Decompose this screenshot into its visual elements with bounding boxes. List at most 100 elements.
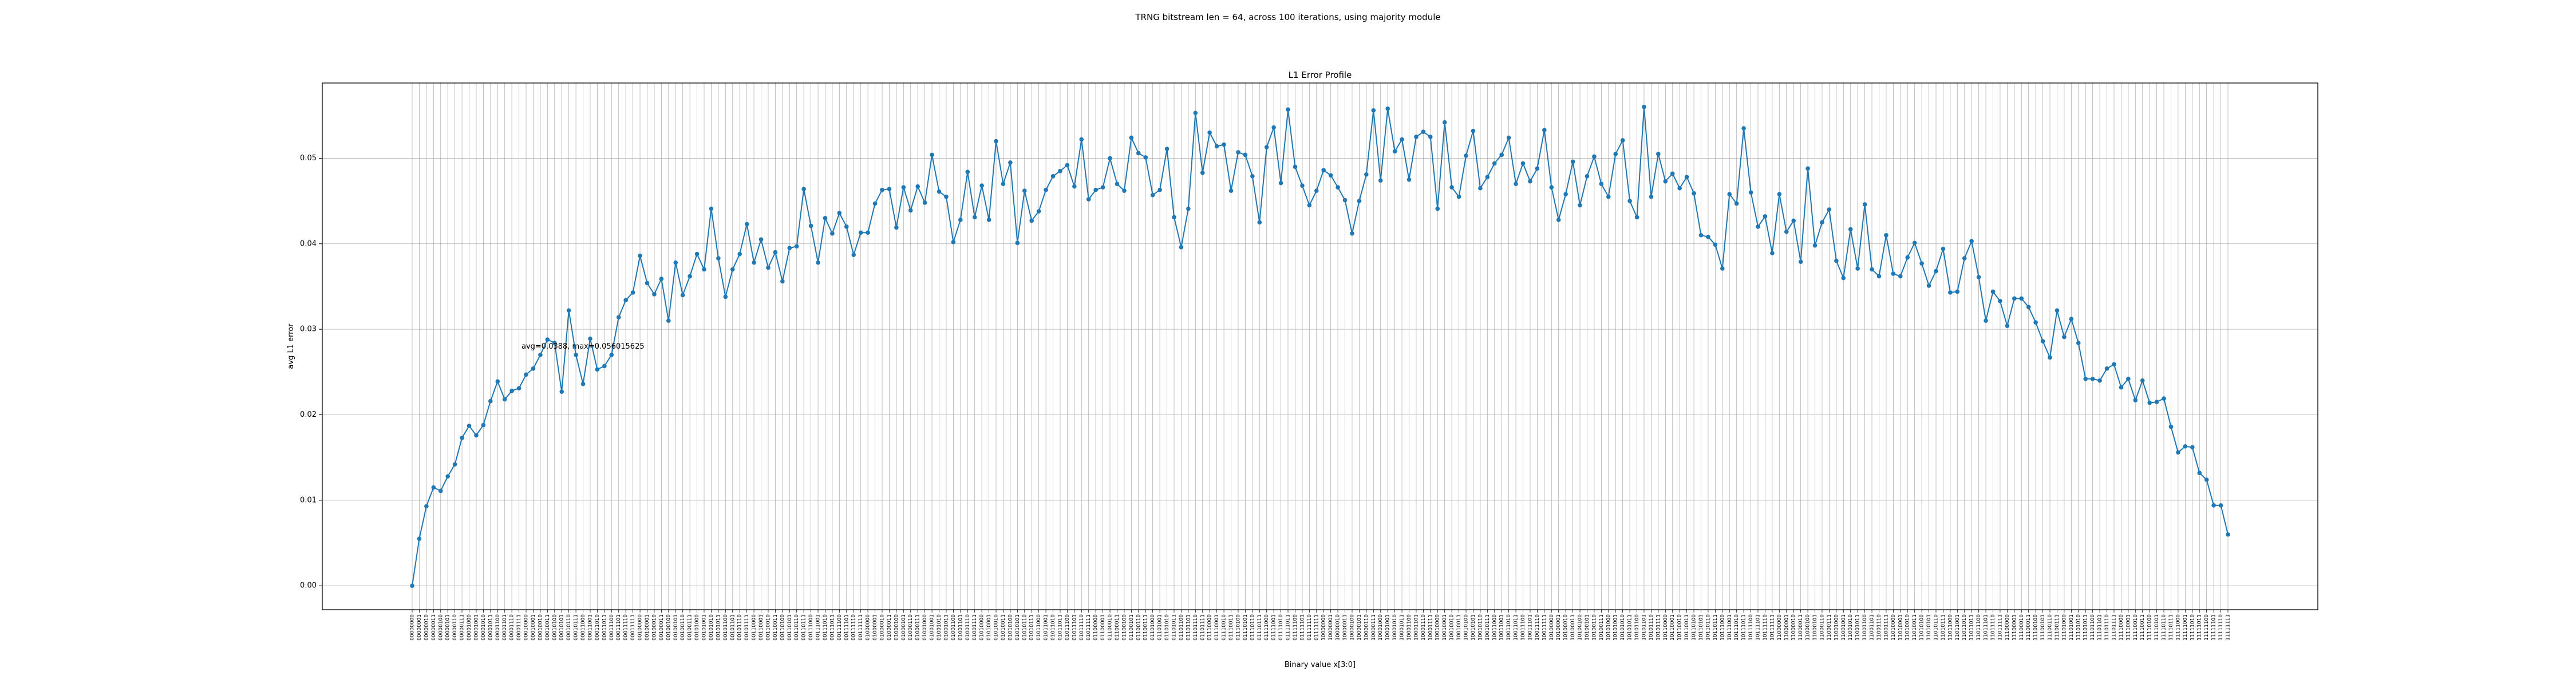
x-tick-label: 10100111 — [1599, 614, 1605, 641]
data-point — [1841, 275, 1846, 281]
data-point — [467, 424, 472, 428]
data-point — [2176, 450, 2180, 455]
data-point — [638, 253, 642, 258]
data-point — [1969, 239, 1974, 244]
x-tick-label: 11001011 — [1855, 614, 1861, 641]
data-point — [1065, 163, 1070, 168]
y-axis-label: avg L1 error — [287, 323, 295, 369]
x-tick-label: 10010110 — [1477, 614, 1483, 641]
data-point — [1456, 194, 1461, 199]
x-tick-label: 00111111 — [858, 614, 864, 641]
data-point — [844, 224, 849, 229]
data-point — [424, 504, 429, 509]
x-tick-label: 11110101 — [2154, 614, 2160, 641]
data-point — [723, 294, 728, 299]
x-tick-label: 11100110 — [2048, 614, 2053, 641]
data-point — [1976, 275, 1981, 279]
figure-title: TRNG bitstream len = 64, across 100 iter… — [1135, 12, 1440, 22]
data-point — [2226, 532, 2230, 537]
data-point — [901, 185, 906, 190]
x-tick-label: 10000011 — [1342, 614, 1348, 641]
data-point — [1207, 130, 1212, 135]
x-tick-label: 11111110 — [2218, 614, 2224, 641]
data-point — [1278, 180, 1283, 185]
x-tick-label: 01011100 — [1065, 614, 1070, 641]
x-tick-label: 01010010 — [994, 614, 999, 641]
data-point — [1442, 120, 1447, 125]
data-point — [752, 260, 756, 265]
data-point — [1143, 155, 1148, 160]
data-point — [1620, 138, 1625, 143]
x-tick-label: 10101110 — [1649, 614, 1654, 641]
x-tick-label: 10000110 — [1364, 614, 1369, 641]
x-tick-label: 00011110 — [623, 614, 629, 641]
data-point — [545, 337, 550, 342]
x-tick-label: 00110111 — [801, 614, 807, 641]
x-tick-label: 10110011 — [1684, 614, 1690, 641]
x-tick-label: 00001100 — [495, 614, 501, 641]
x-tick-label: 10011101 — [1527, 614, 1533, 641]
x-tick-label: 00110011 — [773, 614, 779, 641]
data-point — [2147, 400, 2152, 405]
x-tick-label: 11011000 — [1947, 614, 1953, 641]
data-point — [2012, 296, 2017, 301]
data-point — [1108, 156, 1112, 161]
data-point — [1784, 230, 1789, 234]
data-point — [1015, 240, 1020, 246]
x-tick-label: 01100111 — [1143, 614, 1149, 641]
x-tick-label: 00001110 — [509, 614, 515, 641]
data-point — [1485, 175, 1490, 180]
x-tick-label: 00110100 — [780, 614, 785, 641]
x-tick-label: 00011000 — [580, 614, 586, 641]
data-point — [915, 184, 920, 189]
x-tick-label: 10001010 — [1392, 614, 1398, 641]
data-point — [2055, 308, 2060, 313]
data-point — [716, 256, 721, 260]
data-point — [1321, 168, 1326, 173]
data-point — [1243, 152, 1248, 157]
x-tick-label: 00010110 — [566, 614, 572, 641]
x-tick-label: 01111001 — [1271, 614, 1277, 641]
data-point — [1955, 289, 1960, 294]
x-tick-label: 11011001 — [1955, 614, 1961, 641]
x-tick-label: 00101011 — [716, 614, 721, 641]
data-point — [1022, 188, 1027, 193]
data-point — [1079, 137, 1084, 142]
x-tick-label: 01000001 — [872, 614, 878, 641]
data-point — [1115, 181, 1120, 187]
data-point — [780, 279, 785, 284]
x-tick-label: 00000011 — [431, 614, 437, 641]
data-point — [410, 583, 414, 588]
x-tick-label: 01101010 — [1164, 614, 1170, 641]
data-point — [1164, 147, 1170, 151]
x-tick-label: 01101101 — [1186, 614, 1191, 641]
x-tick-label: 10000100 — [1349, 614, 1355, 641]
data-point — [2033, 320, 2038, 325]
x-tick-label: 10000101 — [1357, 614, 1362, 641]
data-point — [1556, 218, 1561, 222]
data-point — [1663, 179, 1668, 184]
x-tick-label: 01000111 — [915, 614, 921, 641]
x-tick-label: 01101111 — [1200, 614, 1206, 641]
data-point — [1827, 207, 1832, 212]
data-point — [2005, 323, 2010, 328]
data-point — [2133, 398, 2138, 402]
x-tick-label: 01011011 — [1057, 614, 1063, 641]
x-tick-label: 00110001 — [758, 614, 764, 641]
data-point — [1941, 246, 1946, 251]
x-tick-label: 00010011 — [545, 614, 551, 641]
x-tick-label: 00000110 — [452, 614, 458, 641]
data-point — [1350, 231, 1354, 236]
data-point — [1072, 184, 1077, 189]
data-point — [1684, 175, 1689, 180]
data-point — [986, 218, 991, 222]
data-point — [1136, 151, 1141, 156]
data-point — [1692, 191, 1696, 196]
x-tick-label: 11101001 — [2069, 614, 2075, 641]
x-tick-label: 10111111 — [1769, 614, 1775, 641]
x-tick-label: 11000010 — [1791, 614, 1797, 641]
data-point — [1036, 209, 1041, 214]
x-tick-label: 00101000 — [694, 614, 700, 641]
x-tick-label: 11111111 — [2226, 614, 2231, 641]
x-tick-label: 01110100 — [1235, 614, 1241, 641]
